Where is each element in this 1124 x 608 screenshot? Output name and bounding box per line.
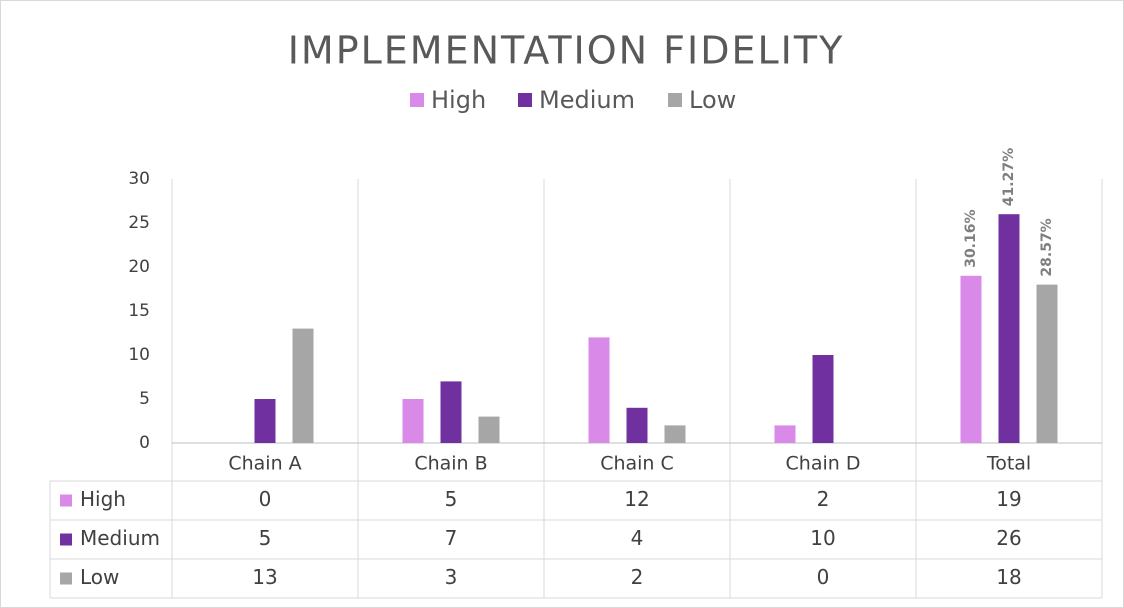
x-tick-label: Total <box>986 453 1031 475</box>
bar <box>440 381 462 443</box>
bar <box>292 328 314 443</box>
y-tick-label: 25 <box>128 213 150 233</box>
table-cell: 12 <box>624 487 649 511</box>
table-cell: 3 <box>445 565 458 589</box>
table-cell: 0 <box>259 487 272 511</box>
x-tick-label: Chain D <box>786 453 861 475</box>
bar <box>998 214 1020 443</box>
x-tick-label: Chain A <box>228 453 301 475</box>
table-cell: 10 <box>810 526 835 550</box>
table-cell: 19 <box>996 487 1021 511</box>
legend-label: High <box>431 86 486 114</box>
data-label: 28.57% <box>1039 218 1055 276</box>
table-row-header: Low <box>80 565 119 589</box>
legend-swatch <box>410 93 424 107</box>
table-legend-swatch <box>60 572 72 585</box>
table-row-header: High <box>80 487 126 511</box>
bar <box>402 399 424 443</box>
bar <box>588 337 610 443</box>
y-tick-label: 15 <box>128 301 150 321</box>
y-tick-label: 20 <box>128 257 150 277</box>
bar <box>812 355 834 443</box>
bar <box>1036 284 1058 443</box>
y-tick-label: 30 <box>128 169 150 189</box>
table-cell: 18 <box>996 565 1021 589</box>
legend-swatch <box>668 93 682 107</box>
legend-swatch <box>518 93 532 107</box>
table-row-header: Medium <box>80 526 160 550</box>
table-cell: 0 <box>817 565 830 589</box>
y-tick-label: 10 <box>128 345 150 365</box>
x-tick-label: Chain C <box>600 453 674 475</box>
bar <box>664 425 686 443</box>
bar <box>774 425 796 443</box>
legend-label: Low <box>689 86 736 114</box>
table-cell: 26 <box>996 526 1021 550</box>
bar <box>478 416 500 443</box>
table-cell: 2 <box>631 565 644 589</box>
bar <box>254 399 276 443</box>
x-tick-label: Chain B <box>414 453 487 475</box>
chart-title: IMPLEMENTATION FIDELITY <box>288 29 845 73</box>
table-cell: 13 <box>252 565 277 589</box>
y-tick-label: 0 <box>139 433 150 453</box>
bar <box>626 407 648 443</box>
y-tick-label: 5 <box>139 389 150 409</box>
table-legend-swatch <box>60 494 72 507</box>
table-cell: 2 <box>817 487 830 511</box>
data-label: 41.27% <box>1001 148 1017 206</box>
table-legend-swatch <box>60 533 72 546</box>
table-cell: 5 <box>259 526 272 550</box>
bar <box>960 275 982 443</box>
table-cell: 5 <box>445 487 458 511</box>
table-cell: 4 <box>631 526 644 550</box>
legend-label: Medium <box>539 86 635 114</box>
table-cell: 7 <box>445 526 458 550</box>
data-label: 30.16% <box>963 209 979 267</box>
